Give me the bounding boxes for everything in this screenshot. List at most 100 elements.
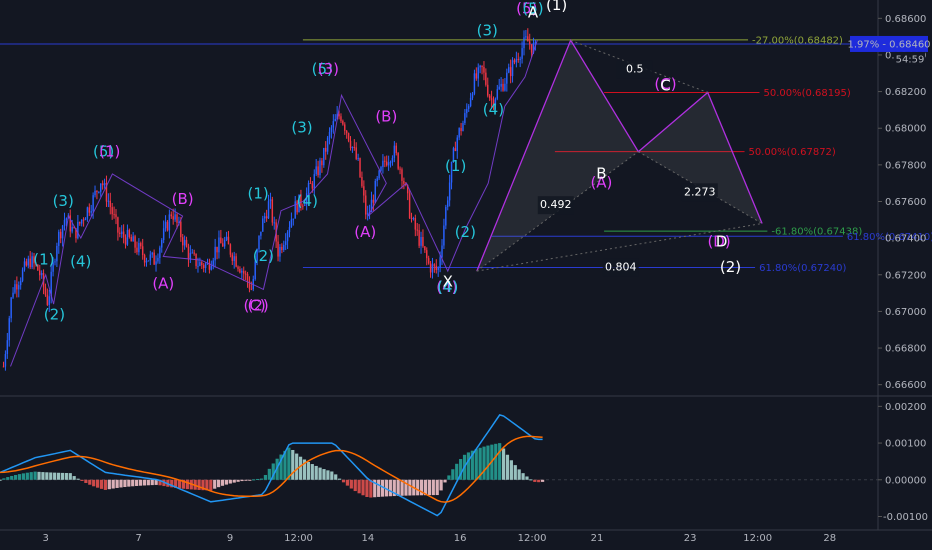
candle-body: [403, 180, 405, 184]
candle-body: [508, 67, 510, 73]
fib-level-label: -61.80%(0.67438): [771, 227, 862, 238]
macd-histogram-bar: [482, 446, 486, 480]
pattern-ratio-label: 0.492: [540, 198, 572, 211]
macd-histogram-bar: [185, 479, 189, 490]
macd-histogram-bar: [80, 479, 84, 481]
axes: 0.686000.684000.682000.680000.678000.676…: [42, 14, 930, 544]
candle-body: [292, 218, 295, 220]
candle-body: [422, 237, 424, 247]
candle-body: [16, 284, 18, 290]
candle-body: [263, 216, 266, 219]
macd-histogram-bar: [84, 479, 88, 483]
price-tick-label: 0.67600: [885, 197, 926, 208]
macd-histogram-bar: [306, 461, 310, 480]
macd-histogram-bar: [423, 479, 428, 496]
candle-body: [525, 36, 527, 38]
candle-body: [319, 160, 321, 176]
macd-histogram-bar: [533, 479, 537, 482]
candle-body: [244, 273, 247, 275]
pattern-fill-xab: [476, 40, 639, 272]
candle-body: [500, 83, 502, 87]
candle-body: [330, 127, 333, 132]
macd-histogram-bar: [419, 479, 424, 496]
candle-body: [185, 239, 188, 247]
candle-body: [471, 93, 474, 98]
macd-histogram-bar: [64, 473, 68, 480]
macd-histogram-bar: [392, 479, 396, 497]
candle-body: [40, 272, 43, 276]
macd-histogram-bar: [240, 479, 244, 482]
wave-label: (C): [244, 296, 266, 314]
macd-histogram-bar: [88, 479, 92, 485]
candle-body: [265, 216, 268, 219]
candle-body: [191, 252, 193, 254]
candle-body: [387, 162, 390, 166]
macd-histogram-bar: [76, 478, 80, 480]
wave-labels: (1)(2)(3)(4)(5)(1)(B)(A)(1)(2)(C)(2)(3)(…: [33, 0, 741, 324]
wave-label: C: [660, 77, 670, 95]
candle-body: [111, 207, 113, 215]
candle-body: [105, 183, 108, 202]
candle-body: [479, 65, 481, 68]
candle-body: [189, 252, 192, 260]
pattern-ratios: 0.5 2.273 0.492 0.804: [537, 60, 718, 277]
pattern-ratio-xd: [476, 222, 763, 272]
candle-body: [176, 214, 178, 223]
macd-histogram-bar: [158, 479, 162, 486]
candlesticks: [2, 28, 537, 371]
price-tick-label: 0.67800: [885, 160, 926, 171]
candle-body: [389, 162, 392, 164]
macd-histogram-bar: [353, 479, 357, 492]
candle-body: [496, 89, 499, 99]
candle-body: [229, 244, 232, 255]
macd-tick-label: 0.00000: [885, 475, 926, 486]
macd-histogram-bar: [181, 479, 186, 489]
candle-body: [239, 268, 241, 273]
candle-body: [19, 280, 22, 286]
candle-body: [130, 236, 132, 242]
price-tick-label: 0.68600: [885, 14, 926, 25]
macd-histogram-bar: [521, 473, 525, 480]
candle-body: [56, 245, 58, 262]
candle-body: [90, 211, 92, 213]
macd-histogram-bar: [291, 449, 295, 480]
macd-histogram-bar: [154, 479, 158, 485]
candle-body: [424, 246, 426, 251]
wave-label: (1): [33, 251, 54, 269]
candle-body: [401, 169, 403, 181]
candle-body: [528, 41, 531, 45]
macd-histogram-bar: [236, 479, 240, 482]
candle-body: [162, 228, 165, 241]
candle-body: [485, 72, 487, 85]
candle-body: [128, 229, 131, 237]
wave-label: (2): [248, 296, 269, 314]
macd-histogram-bar: [228, 479, 232, 484]
candle-body: [126, 229, 129, 245]
macd-histogram-bar: [21, 473, 26, 480]
candle-body: [161, 240, 163, 248]
candle-body: [317, 166, 319, 176]
macd-histogram-bar: [447, 475, 451, 480]
candle-body: [296, 201, 298, 213]
candle-body: [391, 157, 394, 163]
candle-body: [492, 99, 495, 106]
candle-body: [466, 108, 468, 114]
macd-tick-label: -0.00100: [883, 512, 928, 523]
pattern-fill-bcd: [638, 92, 763, 224]
candle-body: [494, 98, 497, 106]
candle-body: [153, 252, 155, 265]
candle-body: [416, 229, 418, 231]
candle-body: [279, 246, 281, 257]
wave-label: (D): [707, 232, 730, 250]
candle-body: [445, 206, 447, 226]
macd-histogram-bar: [334, 474, 338, 480]
candle-body: [71, 227, 73, 232]
candle-body: [286, 232, 289, 242]
candle-body: [218, 237, 220, 253]
candle-body: [433, 264, 436, 266]
macd-histogram-bar: [349, 479, 353, 489]
candle-body: [84, 218, 87, 221]
candle-body: [113, 214, 115, 216]
candle-body: [439, 257, 441, 268]
